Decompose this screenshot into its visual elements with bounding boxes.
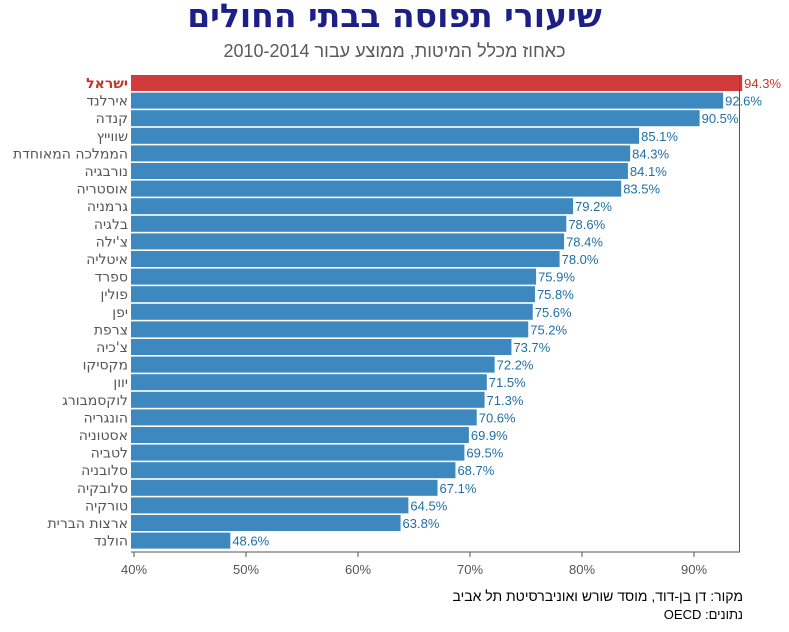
bar-2: [131, 110, 700, 127]
x-tick-label: 60%: [345, 562, 371, 577]
bar-16: [131, 356, 495, 373]
x-tick-label: 70%: [457, 562, 483, 577]
value-labels: 94.3% 92.6% 90.5% 85.1% 84.3% 84.1% 83.5% 79.2%…: [232, 76, 781, 549]
category-label: קנדה: [96, 111, 128, 127]
value-label: 71.5%: [489, 375, 526, 390]
bar-18: [131, 391, 485, 408]
bar-11: [131, 268, 537, 285]
value-label: 75.9%: [538, 270, 575, 285]
value-label: 68.7%: [457, 463, 494, 478]
category-label: צ'כיה: [96, 340, 128, 356]
x-tick-label: 40%: [121, 562, 147, 577]
value-label: 70.6%: [479, 410, 516, 425]
x-axis: 40% 50% 60% 70% 80% 90%: [121, 75, 740, 577]
category-label: פולין: [101, 287, 128, 303]
category-label: ארצות הברית: [47, 516, 128, 532]
value-label: 84.1%: [630, 164, 667, 179]
bar-7: [131, 198, 574, 215]
bar-23: [131, 479, 438, 496]
category-label: לוקסמבורג: [62, 393, 128, 409]
category-label: איטליה: [86, 252, 128, 268]
category-label: נורבגיה: [85, 164, 128, 180]
value-label: 67.1%: [440, 481, 477, 496]
value-label: 85.1%: [641, 129, 678, 144]
category-label: הממלכה המאוחדת: [13, 146, 128, 162]
category-label: יוון: [113, 375, 128, 391]
bar-6: [131, 180, 622, 197]
source-note: מקור: דן בן-דוד, מוסד שורש ואוניברסיטת ת…: [452, 588, 743, 604]
bar-17: [131, 374, 487, 391]
bar-24: [131, 497, 409, 514]
category-label: לטביה: [91, 446, 128, 462]
bar-22: [131, 462, 456, 479]
category-label: אירלנד: [86, 94, 128, 110]
category-label: ישראל: [86, 76, 128, 92]
value-label: 71.3%: [487, 393, 524, 408]
bars-layer: [131, 75, 743, 549]
bar-25: [131, 515, 401, 531]
bar-14: [131, 321, 529, 338]
category-label: הולנד: [94, 534, 128, 550]
value-label: 75.6%: [535, 305, 572, 320]
category-label: צרפת: [94, 322, 128, 338]
bar-3: [131, 127, 640, 144]
chart-subtitle: כאחוז מכלל המיטות, ממוצע עבור 2010-2014: [223, 41, 566, 61]
bar-4: [131, 145, 631, 162]
value-label: 79.2%: [575, 199, 612, 214]
value-label: 75.8%: [537, 287, 574, 302]
value-label: 78.0%: [562, 252, 599, 267]
value-label: 92.6%: [725, 94, 762, 109]
bar-10: [131, 251, 560, 267]
category-label: הונגריה: [83, 410, 128, 426]
value-label: 69.5%: [466, 446, 503, 461]
value-label: 90.5%: [702, 111, 739, 126]
category-label: גרמניה: [87, 199, 128, 215]
category-label: צ'ילה: [96, 234, 128, 250]
category-label: שווייץ: [97, 129, 128, 145]
bar-26: [131, 532, 231, 549]
value-label: 84.3%: [632, 146, 669, 161]
value-label: 94.3%: [744, 76, 781, 91]
bar-21: [131, 444, 465, 461]
x-tick-label: 80%: [569, 562, 595, 577]
value-label: 69.9%: [471, 428, 508, 443]
value-label: 64.5%: [410, 498, 447, 513]
bar-12: [131, 286, 535, 303]
category-label: סלובניה: [81, 463, 128, 479]
category-label: טורקיה: [85, 498, 128, 514]
bar-5: [131, 163, 628, 179]
category-label: אסטוניה: [79, 428, 128, 444]
category-label: יפן: [112, 305, 128, 321]
bar-1: [131, 92, 724, 109]
value-label: 78.6%: [568, 217, 605, 232]
value-label: 75.2%: [530, 322, 567, 337]
bar-20: [131, 427, 469, 443]
bar-13: [131, 303, 533, 320]
value-label: 48.6%: [232, 534, 269, 549]
value-label: 72.2%: [497, 358, 534, 373]
bar-19: [131, 409, 477, 426]
bar-15: [131, 339, 512, 355]
value-label: 83.5%: [623, 182, 660, 197]
bar-8: [131, 215, 567, 232]
category-label: אוסטריה: [76, 182, 128, 198]
chart-title: שיעורי תפוסה בבתי החולים: [187, 0, 602, 35]
x-tick-label: 50%: [233, 562, 259, 577]
category-label: סלובקיה: [77, 481, 128, 497]
value-label: 73.7%: [513, 340, 550, 355]
value-label: 63.8%: [403, 516, 440, 531]
category-label: בלגיה: [94, 217, 128, 233]
category-label: ספרד: [95, 270, 128, 286]
bar-0: [131, 75, 743, 91]
bar-9: [131, 233, 565, 250]
x-tick-label: 90%: [681, 562, 707, 577]
value-label: 78.4%: [566, 234, 603, 249]
data-source-note: נתונים: OECD: [663, 607, 743, 622]
category-label: מקסיקו: [83, 358, 128, 374]
